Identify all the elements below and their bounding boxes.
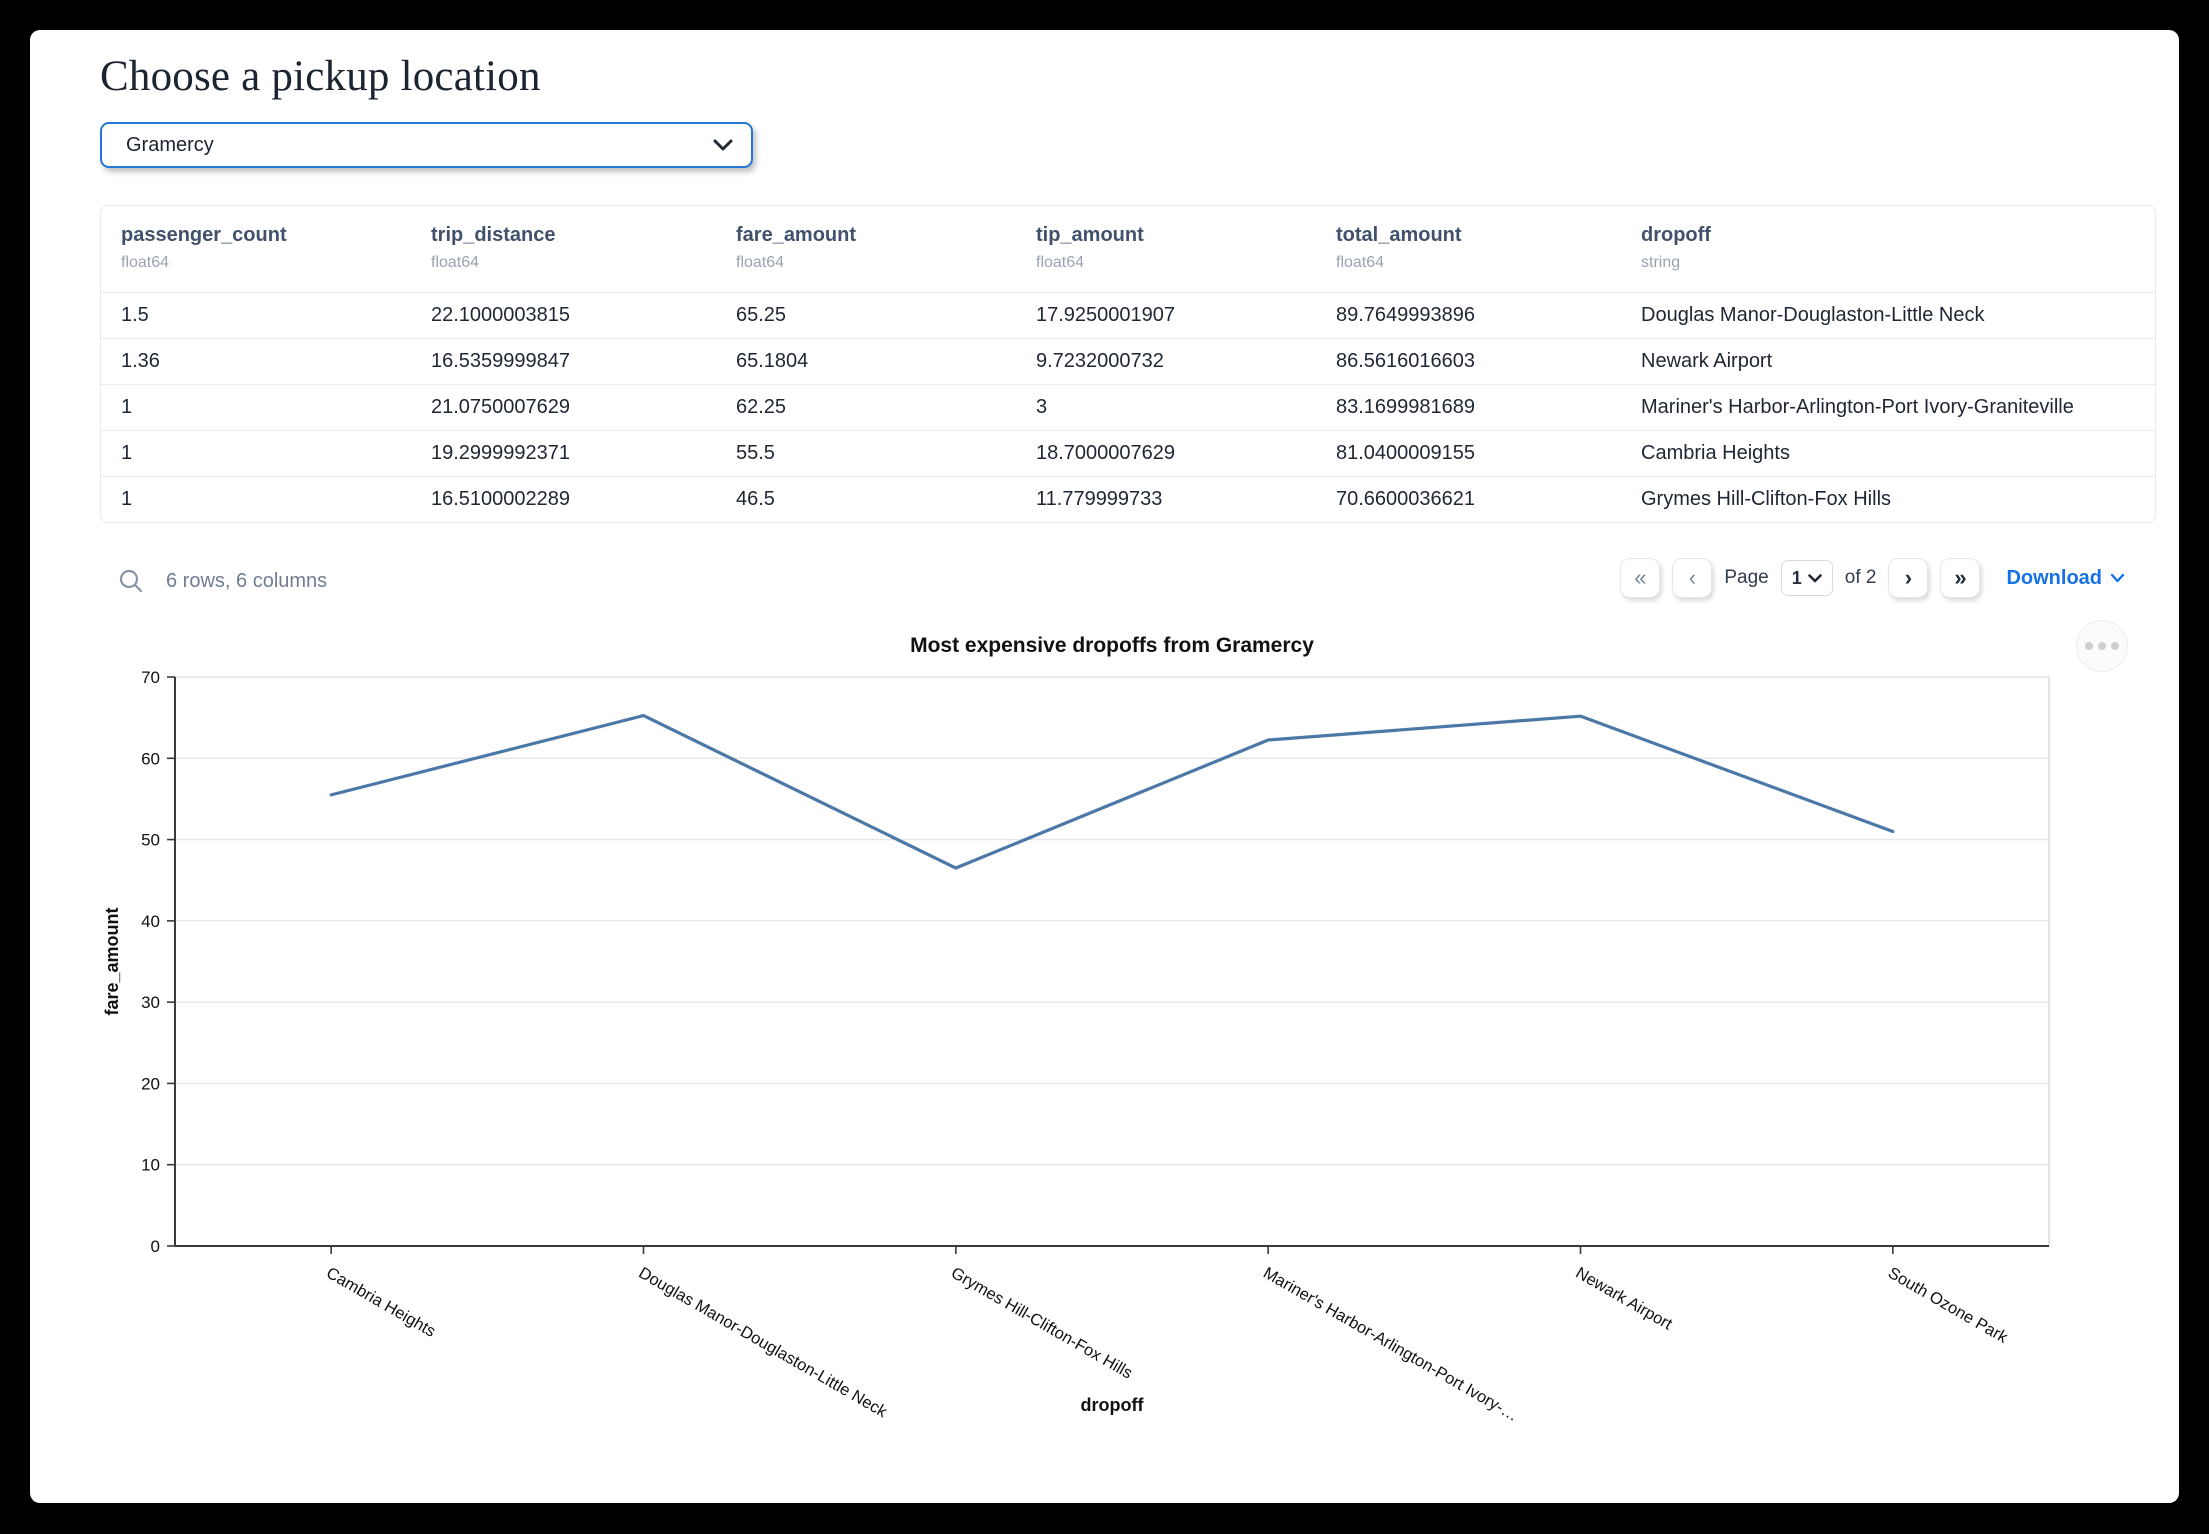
column-name: fare_amount: [736, 224, 857, 246]
download-button[interactable]: Download: [2006, 567, 2125, 590]
x-axis-title: dropoff: [1081, 1395, 1145, 1415]
cell-dropoff: Cambria Heights: [1641, 442, 1790, 464]
search-icon[interactable]: [118, 568, 144, 594]
x-tick-label: Douglas Manor-Douglaston-Little Neck: [636, 1264, 891, 1422]
cell-trip_distance: 22.1000003815: [431, 304, 571, 326]
cell-dropoff: Douglas Manor-Douglaston-Little Neck: [1641, 304, 1985, 326]
cell-dropoff: Mariner's Harbor-Arlington-Port Ivory-Gr…: [1641, 396, 2074, 418]
app-card: Choose a pickup location Gramercy passen…: [30, 30, 2179, 1503]
column-header-tip_amount[interactable]: tip_amount float64: [1016, 206, 1316, 292]
cell-total_amount: 83.1699981689: [1336, 396, 1476, 418]
table-row[interactable]: 1 21.0750007629 62.25 3 83.1699981689 Mariner…: [101, 384, 2155, 430]
cell-total_amount: 89.7649993896: [1336, 304, 1476, 326]
y-axis-title: fare_amount: [102, 907, 122, 1015]
cell-fare_amount: 65.1804: [736, 350, 809, 372]
table-row[interactable]: 1 19.2999992371 55.5 18.7000007629 81.040000…: [101, 430, 2155, 476]
y-tick-label: 40: [141, 912, 160, 931]
chart-title: Most expensive dropoffs from Gramercy: [910, 634, 1314, 657]
cell-dropoff: Grymes Hill-Clifton-Fox Hills: [1641, 488, 1892, 510]
y-tick-label: 60: [141, 749, 160, 768]
cell-tip_amount: 17.9250001907: [1036, 304, 1176, 326]
pickup-location-value: Gramercy: [126, 133, 214, 156]
cell-total_amount: 70.6600036621: [1336, 488, 1476, 510]
chevron-down-icon: [2110, 573, 2125, 583]
table-row[interactable]: 1.5 22.1000003815 65.25 17.9250001907 89.764…: [101, 292, 2155, 338]
cell-fare_amount: 65.25: [736, 304, 787, 326]
y-tick-label: 20: [141, 1074, 160, 1093]
row-count-summary: 6 rows, 6 columns: [166, 569, 328, 592]
ellipsis-icon: [2085, 642, 2093, 650]
last-page-button[interactable]: »: [1940, 558, 1981, 598]
next-page-button[interactable]: ›: [1888, 558, 1929, 598]
column-name: total_amount: [1336, 224, 1462, 246]
cell-dropoff: Newark Airport: [1641, 350, 1773, 372]
column-header-fare_amount[interactable]: fare_amount float64: [716, 206, 1016, 292]
table-footer: 6 rows, 6 columns: [118, 568, 327, 594]
column-type: float64: [736, 254, 785, 271]
line-chart: 0 10 20 30 40 50 60 70 Cambria Heights Douglas Ma…: [102, 668, 2050, 1425]
column-header-trip_distance[interactable]: trip_distance float64: [411, 206, 716, 292]
download-label: Download: [2006, 566, 2102, 589]
column-name: passenger_count: [121, 224, 287, 246]
column-type: float64: [431, 254, 480, 271]
column-header-passenger_count[interactable]: passenger_count float64: [101, 206, 411, 292]
table-row[interactable]: 1 16.5100002289 46.5 11.779999733 70.6600036…: [101, 476, 2155, 522]
first-page-button[interactable]: «: [1620, 558, 1661, 598]
column-type: float64: [1036, 254, 1085, 271]
column-name: tip_amount: [1036, 224, 1144, 246]
page-number-select[interactable]: 1: [1780, 560, 1833, 596]
column-header-dropoff[interactable]: dropoff string: [1621, 206, 2155, 292]
x-tick-label: Newark Airport: [1573, 1264, 1676, 1334]
cell-passenger_count: 1: [121, 488, 133, 510]
chart-line: [329, 714, 1895, 870]
x-tick-label: Mariner's Harbor-Arlington-Port Ivory-…: [1260, 1264, 1521, 1425]
cell-tip_amount: 3: [1036, 396, 1048, 418]
y-tick-label: 50: [141, 831, 160, 850]
chart-menu-button[interactable]: [2076, 620, 2128, 672]
cell-passenger_count: 1: [121, 396, 133, 418]
column-header-total_amount[interactable]: total_amount float64: [1316, 206, 1621, 292]
x-tick-label: Cambria Heights: [323, 1264, 438, 1341]
cell-trip_distance: 19.2999992371: [431, 442, 571, 464]
chevron-down-icon: [713, 139, 733, 150]
column-name: dropoff: [1641, 224, 1711, 246]
column-name: trip_distance: [431, 224, 556, 246]
table-row[interactable]: 1.36 16.5359999847 65.1804 9.7232000732 86.5…: [101, 338, 2155, 384]
y-tick-label: 10: [141, 1156, 160, 1175]
page-label: Page: [1724, 567, 1769, 588]
cell-tip_amount: 11.779999733: [1036, 488, 1163, 510]
cell-passenger_count: 1.5: [121, 304, 149, 326]
page-title: Choose a pickup location: [100, 53, 541, 100]
cell-fare_amount: 46.5: [736, 488, 775, 510]
pickup-location-select[interactable]: Gramercy: [100, 122, 753, 168]
pagination: « ‹ Page 1 of 2 › » Download: [1620, 558, 2125, 598]
cell-passenger_count: 1.36: [121, 350, 160, 372]
cell-total_amount: 86.5616016603: [1336, 350, 1476, 372]
table-body: 1.5 22.1000003815 65.25 17.9250001907 89.764…: [101, 292, 2155, 522]
cell-passenger_count: 1: [121, 442, 133, 464]
cell-tip_amount: 18.7000007629: [1036, 442, 1176, 464]
column-type: string: [1641, 254, 1681, 271]
column-type: float64: [121, 254, 170, 271]
cell-trip_distance: 16.5359999847: [431, 350, 571, 372]
cell-fare_amount: 55.5: [736, 442, 775, 464]
x-tick-label: Grymes Hill-Clifton-Fox Hills: [948, 1264, 1136, 1383]
y-tick-label: 0: [151, 1237, 160, 1256]
chevron-down-icon: [1807, 573, 1822, 582]
x-tick-label: South Ozone Park: [1885, 1264, 2011, 1347]
column-type: float64: [1336, 254, 1385, 271]
cell-trip_distance: 21.0750007629: [431, 396, 571, 418]
cell-trip_distance: 16.5100002289: [431, 488, 571, 510]
prev-page-button[interactable]: ‹: [1672, 558, 1713, 598]
cell-tip_amount: 9.7232000732: [1036, 350, 1164, 372]
cell-total_amount: 81.0400009155: [1336, 442, 1476, 464]
cell-fare_amount: 62.25: [736, 396, 787, 418]
page-of-label: of 2: [1844, 567, 1877, 588]
page-number-value: 1: [1791, 567, 1802, 588]
y-tick-label: 30: [141, 993, 160, 1012]
y-tick-label: 70: [141, 668, 160, 687]
